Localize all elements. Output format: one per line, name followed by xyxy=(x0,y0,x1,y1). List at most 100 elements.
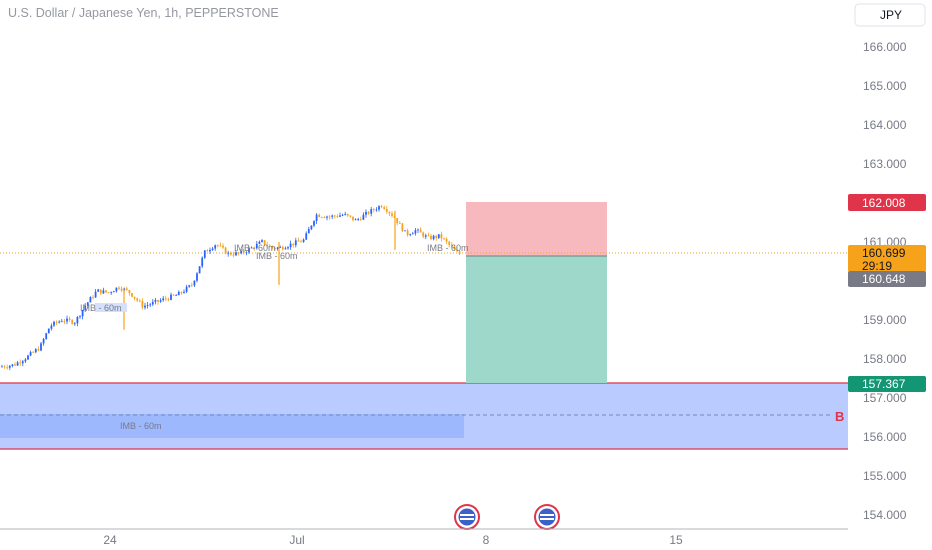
take-profit-price-label: 157.367 xyxy=(848,376,926,392)
candle-body xyxy=(292,243,295,246)
y-tick-label: 164.000 xyxy=(863,118,907,132)
candle-body xyxy=(266,244,269,246)
candle-body xyxy=(42,339,45,344)
candle-body xyxy=(276,247,279,249)
candle-body xyxy=(404,230,406,232)
take-profit-area[interactable] xyxy=(466,256,607,383)
svg-text:157.367: 157.367 xyxy=(862,377,906,391)
x-axis[interactable]: 24 Jul 8 15 xyxy=(103,533,683,547)
candle-body xyxy=(284,248,287,250)
candle-body xyxy=(68,318,71,320)
candle-body xyxy=(354,219,357,221)
candle-body xyxy=(378,206,380,210)
candle-body xyxy=(188,285,191,287)
candle-body xyxy=(172,294,175,296)
candle-body xyxy=(141,301,144,308)
candle-body xyxy=(170,294,172,300)
candle-body xyxy=(53,321,55,326)
candle-body xyxy=(245,252,248,254)
candle-body xyxy=(128,289,131,294)
candle-body xyxy=(99,289,102,294)
candle-body xyxy=(326,216,328,218)
candle-body xyxy=(198,266,201,274)
candle-body xyxy=(214,245,217,249)
candle-body xyxy=(331,215,334,217)
candle-body xyxy=(120,288,123,291)
candle-body xyxy=(448,241,451,245)
candle-body xyxy=(409,234,412,236)
candle-body xyxy=(102,290,105,294)
current-price-label: 160.699 29:19 xyxy=(848,245,926,273)
imb-label-4: IMB - 60m xyxy=(427,243,469,253)
candle-body xyxy=(154,300,157,302)
candle-body xyxy=(107,292,110,294)
candle-body xyxy=(84,305,87,311)
x-tick-label: 15 xyxy=(669,533,683,547)
candle-body xyxy=(419,229,422,233)
candle-body xyxy=(24,359,27,362)
candle-body xyxy=(310,225,313,230)
candle-body xyxy=(250,247,253,249)
candle-body xyxy=(151,301,154,305)
candle-body xyxy=(94,291,97,298)
candle-body xyxy=(435,235,438,238)
candle-body xyxy=(268,245,271,247)
candle-body xyxy=(287,247,289,249)
candle-body xyxy=(86,302,89,306)
currency-button[interactable]: JPY xyxy=(854,3,926,27)
candle-body xyxy=(190,285,193,287)
candle-body xyxy=(437,234,440,238)
candle-body xyxy=(307,229,310,234)
candle-body xyxy=(359,219,362,220)
candle-body xyxy=(6,367,9,369)
us-flag-event-icon[interactable] xyxy=(454,504,480,530)
candle-body xyxy=(81,310,84,317)
candle-body xyxy=(253,247,256,249)
candle-body xyxy=(136,298,139,301)
candle-body xyxy=(167,298,170,300)
candle-body xyxy=(318,214,321,218)
candle-body xyxy=(193,280,196,286)
imb-box xyxy=(95,303,127,312)
svg-text:162.008: 162.008 xyxy=(862,196,906,210)
candle-body xyxy=(138,300,141,302)
candle-body xyxy=(305,233,308,240)
candle-body xyxy=(456,249,458,252)
candle-body xyxy=(118,287,120,289)
candle-body xyxy=(131,293,133,297)
candle-body xyxy=(50,325,53,329)
candle-body xyxy=(248,248,250,253)
candle-body xyxy=(391,213,393,216)
candle-body xyxy=(328,216,331,218)
x-tick-label: Jul xyxy=(289,533,304,547)
candle-body xyxy=(320,217,323,218)
candle-body xyxy=(255,243,258,249)
candle-body xyxy=(45,333,48,340)
us-flag-event-icon[interactable] xyxy=(534,504,560,530)
candle-body xyxy=(89,297,92,303)
candle-body xyxy=(242,250,245,253)
candles xyxy=(1,204,461,371)
candle-body xyxy=(11,364,14,366)
candle-body xyxy=(375,209,378,211)
candle-body xyxy=(162,298,165,301)
candle-body xyxy=(196,273,198,281)
candle-body xyxy=(365,211,367,215)
candle-body xyxy=(27,355,29,360)
stop-loss-area[interactable] xyxy=(466,202,607,256)
candle-body xyxy=(40,343,42,351)
imb-label-zone: IMB - 60m xyxy=(120,421,162,431)
candle-body xyxy=(16,362,19,366)
candle-body xyxy=(97,289,100,292)
candle-body xyxy=(32,352,35,353)
candle-body xyxy=(313,220,315,226)
candle-body xyxy=(388,211,391,214)
candle-body xyxy=(219,245,222,247)
candle-body xyxy=(315,214,318,221)
candle-body xyxy=(105,290,107,293)
candle-body xyxy=(453,246,456,250)
candle-body xyxy=(294,240,297,246)
candle-body xyxy=(417,229,419,231)
candle-body xyxy=(201,257,204,267)
